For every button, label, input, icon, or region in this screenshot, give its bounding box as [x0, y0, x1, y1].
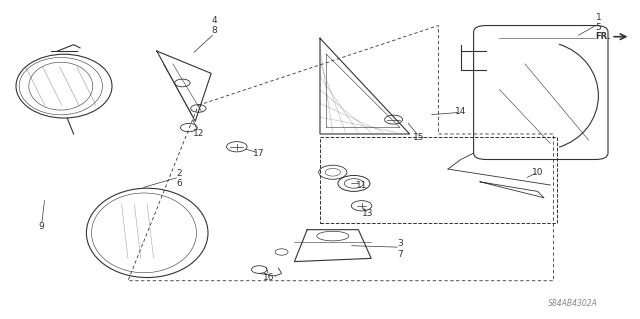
Text: 17: 17 [253, 149, 265, 158]
Text: 14: 14 [455, 107, 467, 116]
Text: 2
6: 2 6 [177, 169, 182, 188]
Bar [320, 137, 557, 223]
Text: FR.: FR. [596, 32, 611, 41]
Text: 9: 9 [39, 222, 44, 231]
Text: 12: 12 [193, 130, 204, 138]
Text: 10: 10 [532, 168, 543, 177]
Text: S84AB4302A: S84AB4302A [548, 299, 598, 308]
Text: 16: 16 [263, 273, 275, 282]
Text: 15: 15 [413, 133, 425, 142]
Text: 11: 11 [356, 181, 367, 189]
Text: 3
7: 3 7 [397, 239, 403, 258]
Text: 13: 13 [362, 209, 374, 218]
Text: 1
5: 1 5 [596, 13, 601, 32]
Text: 4
8: 4 8 [212, 16, 217, 35]
